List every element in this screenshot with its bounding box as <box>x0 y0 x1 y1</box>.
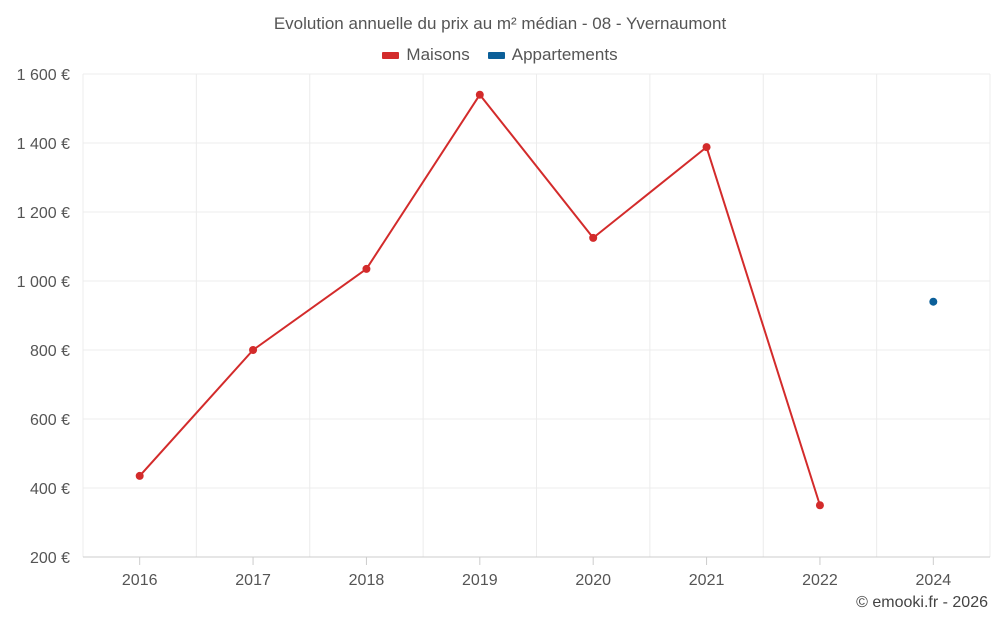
x-tick-label: 2020 <box>575 572 611 589</box>
x-tick-label: 2016 <box>122 572 158 589</box>
data-point-maisons <box>475 90 484 99</box>
series-line-maisons <box>478 93 595 239</box>
y-tick-label: 600 € <box>30 412 70 429</box>
x-tick-label: 2019 <box>462 572 498 589</box>
x-tick-label: 2018 <box>349 572 385 589</box>
y-tick-label: 1 400 € <box>17 136 70 153</box>
legend-item-appartements[interactable]: Appartements <box>487 45 618 65</box>
y-tick-label: 400 € <box>30 481 70 498</box>
x-tick-label: 2024 <box>916 572 952 589</box>
series-line-maisons <box>592 146 708 239</box>
series-line-maisons <box>138 349 255 477</box>
legend-label-maisons: Maisons <box>406 45 470 64</box>
data-point-maisons <box>702 143 711 152</box>
data-point-maisons <box>589 233 598 242</box>
data-point-maisons <box>135 471 144 480</box>
data-point-appartements <box>929 297 938 306</box>
data-point-maisons <box>249 346 258 354</box>
x-tick-label: 2021 <box>689 572 725 589</box>
series-line-maisons <box>705 146 821 507</box>
x-tick-label: 2022 <box>802 572 838 589</box>
legend-item-maisons[interactable]: Maisons <box>382 45 470 65</box>
x-tick-label: 2017 <box>235 572 271 589</box>
y-tick-label: 1 000 € <box>17 274 70 291</box>
data-point-maisons <box>815 501 824 510</box>
series-line-maisons <box>252 267 368 351</box>
legend: Maisons Appartements <box>0 45 1000 65</box>
y-tick-label: 1 200 € <box>17 205 70 222</box>
legend-label-appartements: Appartements <box>511 45 618 64</box>
y-tick-label: 800 € <box>30 343 70 360</box>
chart-title: Evolution annuelle du prix au m² médian … <box>273 14 727 33</box>
y-tick-label: 1 600 € <box>17 67 70 84</box>
data-point-maisons <box>362 264 371 273</box>
credit-text: © emooki.fr - 2026 <box>856 594 988 611</box>
legend-swatch-maisons <box>382 51 400 59</box>
legend-swatch-appartements <box>487 51 505 59</box>
y-tick-label: 200 € <box>30 550 70 567</box>
series-line-maisons <box>365 93 481 270</box>
